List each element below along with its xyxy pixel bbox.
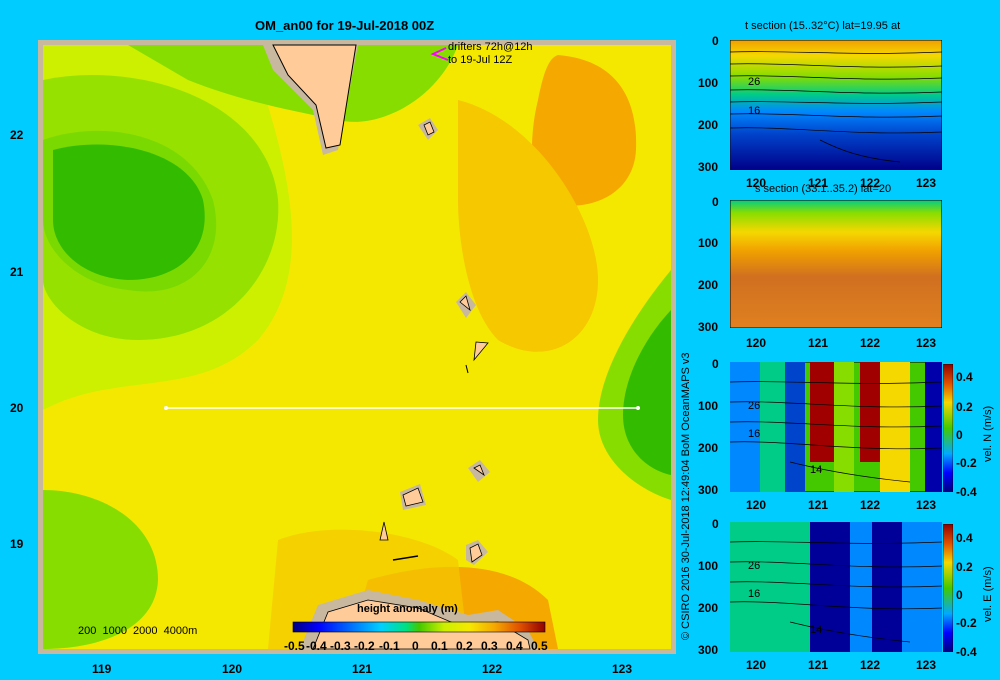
- p3-x-tick: 123: [916, 498, 937, 512]
- p1-x-tick: 122: [860, 176, 881, 190]
- p4-x-tick: 121: [808, 658, 829, 672]
- p3-y-tick: 200: [698, 441, 719, 455]
- panel4-contour-label: 16: [748, 588, 761, 600]
- colorbar-tick: -0.5: [284, 639, 305, 653]
- p2-y-tick: 300: [698, 320, 719, 334]
- p2-x-tick: 120: [746, 336, 767, 350]
- p1-x-tick: 121: [808, 176, 829, 190]
- p2-y-tick: 200: [698, 278, 719, 292]
- p4-x-tick: 122: [860, 658, 881, 672]
- colorbar-label: height anomaly (m): [357, 603, 458, 615]
- panel1-contour-label: 16: [748, 105, 761, 117]
- colorbar-tick: 0.4: [506, 639, 523, 653]
- drifter-label-1: drifters 72h@12h: [448, 41, 533, 53]
- panel1-title: t section (15..32°C) lat=19.95 at: [745, 20, 901, 32]
- y-tick: 20: [10, 401, 24, 415]
- p4-y-tick: 200: [698, 601, 719, 615]
- vel-e-tick: 0.2: [956, 560, 973, 574]
- p1-x-tick: 123: [916, 176, 937, 190]
- panel2-plot: [730, 200, 942, 328]
- colorbar-tick: -0.4: [306, 639, 327, 653]
- p3-x-tick: 120: [746, 498, 767, 512]
- y-tick: 21: [10, 265, 24, 279]
- vel-colorbar-e: [943, 524, 953, 652]
- vel-e-tick: -0.2: [956, 616, 977, 630]
- colorbar-tick: 0.1: [431, 639, 448, 653]
- vel-n-tick: 0: [956, 428, 963, 442]
- panel3-contour-label: 16: [748, 428, 761, 440]
- vel-n-tick: 0.4: [956, 370, 973, 384]
- map-title: OM_an00 for 19-Jul-2018 00Z: [255, 18, 435, 33]
- y-tick: 22: [10, 128, 24, 142]
- colorbar-tick: 0.5: [531, 639, 548, 653]
- x-tick: 121: [352, 662, 373, 676]
- vel-colorbar-n: [943, 364, 953, 492]
- panel3-plot: [730, 362, 942, 492]
- y-tick: 19: [10, 537, 24, 551]
- panel4-contour-label: 14: [810, 624, 823, 636]
- depth-legend: 200 1000 2000 4000m: [78, 625, 198, 637]
- main-map: [38, 40, 676, 654]
- colorbar-tick: -0.2: [354, 639, 375, 653]
- panel4-contour-label: 26: [748, 560, 761, 572]
- p2-x-tick: 122: [860, 336, 881, 350]
- x-tick: 122: [482, 662, 503, 676]
- colorbar-tick: -0.3: [330, 639, 351, 653]
- p1-y-tick: 200: [698, 118, 719, 132]
- p3-x-tick: 121: [808, 498, 829, 512]
- colorbar-tick: 0.3: [481, 639, 498, 653]
- p1-y-tick: 100: [698, 76, 719, 90]
- p1-y-tick: 300: [698, 160, 719, 174]
- p1-y-tick: 0: [712, 34, 719, 48]
- p4-x-tick: 120: [746, 658, 767, 672]
- x-tick: 120: [222, 662, 243, 676]
- x-tick: 119: [92, 662, 112, 676]
- colorbar-tick: 0.2: [456, 639, 473, 653]
- vel-n-tick: -0.2: [956, 456, 977, 470]
- p3-y-tick: 0: [712, 357, 719, 371]
- p4-y-tick: 0: [712, 517, 719, 531]
- p2-y-tick: 100: [698, 236, 719, 250]
- p2-y-tick: 0: [712, 195, 719, 209]
- p3-y-tick: 300: [698, 483, 719, 497]
- p2-x-tick: 123: [916, 336, 937, 350]
- p4-x-tick: 123: [916, 658, 937, 672]
- vel-e-label: vel. E (m/s): [982, 566, 994, 622]
- p1-x-tick: 120: [746, 176, 767, 190]
- drifter-label-2: to 19-Jul 12Z: [448, 54, 513, 66]
- x-tick: 123: [612, 662, 633, 676]
- panel1-plot: [730, 40, 942, 170]
- vel-e-tick: -0.4: [956, 645, 977, 659]
- vel-n-tick: -0.4: [956, 485, 977, 499]
- p3-x-tick: 122: [860, 498, 881, 512]
- p4-y-tick: 100: [698, 559, 719, 573]
- vel-e-tick: 0: [956, 588, 963, 602]
- panel1-contour-label: 26: [748, 76, 761, 88]
- panel3-contour-label: 14: [810, 464, 823, 476]
- panel4-plot: [730, 522, 942, 652]
- p4-y-tick: 300: [698, 643, 719, 657]
- colorbar-tick: 0: [412, 639, 419, 653]
- panel2-title: s section (33.1..35.2) lat=20: [755, 183, 892, 195]
- credit-text: © CSIRO 2016 30-Jul-2018 12:49:04 BoM Oc…: [680, 352, 692, 640]
- vel-n-tick: 0.2: [956, 400, 973, 414]
- vel-n-label: vel. N (m/s): [982, 405, 994, 462]
- panel3-contour-label: 26: [748, 400, 761, 412]
- vel-e-tick: 0.4: [956, 531, 973, 545]
- p2-x-tick: 121: [808, 336, 829, 350]
- colorbar-tick: -0.1: [379, 639, 400, 653]
- p3-y-tick: 100: [698, 399, 719, 413]
